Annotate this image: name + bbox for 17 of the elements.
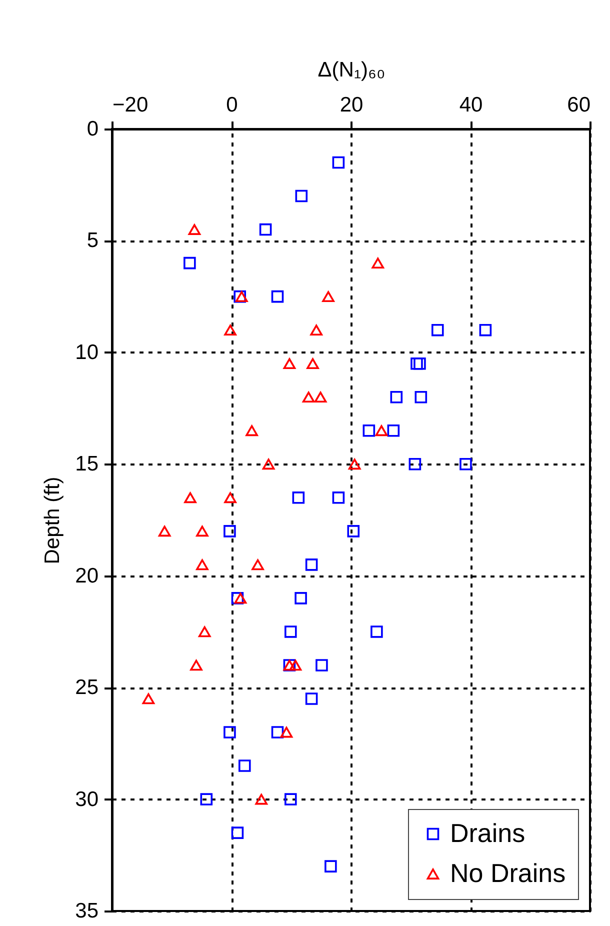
y-tick-label: 35 xyxy=(75,900,98,922)
y-tick-label: 10 xyxy=(75,340,98,364)
x-tick-label: 40 xyxy=(459,94,483,116)
y-tick-label: 15 xyxy=(75,452,98,476)
y-tick-label: 5 xyxy=(86,229,98,252)
y-tick-label: 20 xyxy=(75,564,98,588)
y-tick-label: 25 xyxy=(75,676,98,700)
x-tick-label: 20 xyxy=(340,94,364,116)
legend-label: No Drains xyxy=(450,858,566,888)
x-tick-label: 60 xyxy=(567,94,590,116)
x-tick-label: −20 xyxy=(112,94,148,116)
x-tick-label: 0 xyxy=(226,94,238,116)
x-axis-title: Δ(N₁)₆₀ xyxy=(318,58,386,82)
legend-label: Drains xyxy=(450,818,526,848)
y-tick-label: 30 xyxy=(75,788,98,811)
y-tick-label: 0 xyxy=(86,118,98,140)
y-axis-title: Depth (ft) xyxy=(41,476,64,564)
